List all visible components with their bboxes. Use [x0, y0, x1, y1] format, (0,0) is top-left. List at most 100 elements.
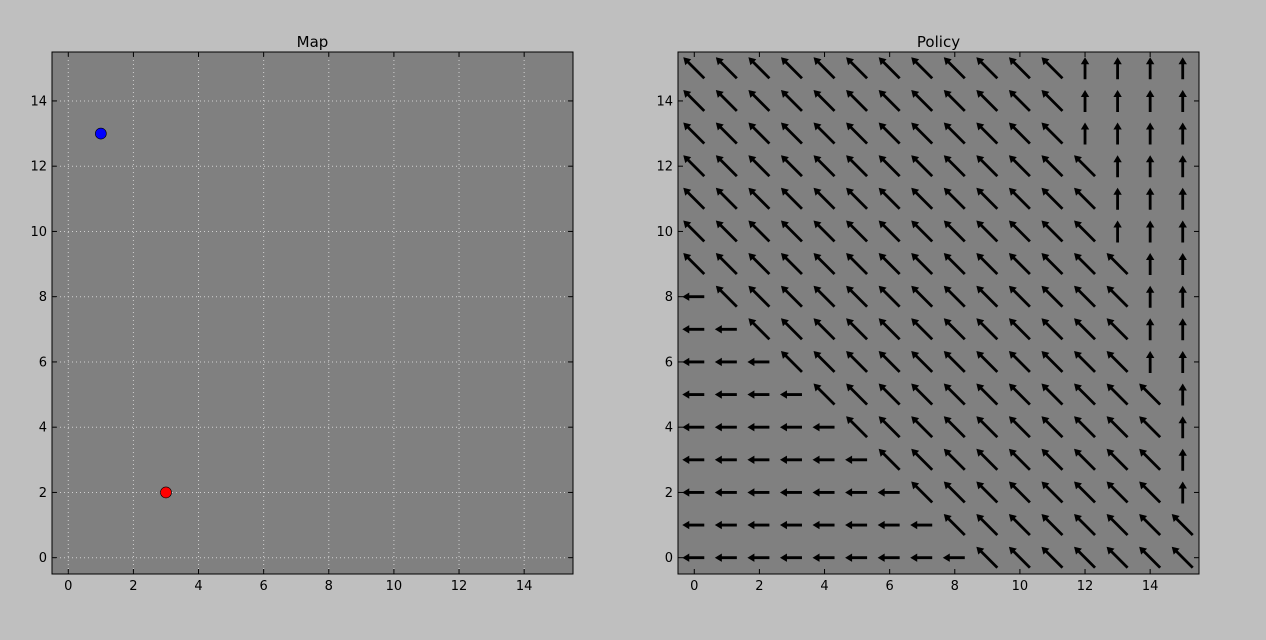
policy-arrow-up [1113, 122, 1122, 145]
policy-arrow-up-left [976, 187, 999, 210]
policy-arrow-up-left [1008, 448, 1031, 471]
policy-arrow-up [1178, 350, 1187, 373]
policy-arrow-left [845, 553, 868, 562]
policy-arrow-up [1178, 253, 1187, 276]
policy-arrow-left [812, 455, 835, 465]
policy-arrow-left [812, 520, 835, 530]
map-points [95, 127, 172, 499]
policy-arrow-up-left [813, 220, 836, 243]
policy-arrow-up-left [748, 187, 771, 210]
policy-arrow-up-left [1074, 514, 1097, 537]
map-ytick-label: 0 [39, 551, 47, 566]
policy-arrow-up-left [1041, 416, 1064, 439]
policy-arrow-up-left [846, 318, 869, 341]
policy-arrow-left [877, 520, 900, 530]
policy-arrow-up-left [878, 220, 901, 243]
policy-arrow-up-left [943, 481, 966, 504]
policy-arrow-up-left [683, 57, 706, 80]
policy-arrow-up-left [1106, 285, 1129, 308]
policy-arrow-up-left [943, 220, 966, 243]
policy-arrow-up-left [1074, 546, 1097, 569]
policy-arrow-up-left [878, 89, 901, 112]
policy-arrow-left [845, 520, 868, 530]
policy-arrow-up-left [846, 253, 869, 276]
policy-arrow-up-left [976, 448, 999, 471]
policy-arrow-up-left [1008, 383, 1031, 406]
map-xtick-label: 12 [451, 579, 468, 594]
policy-arrow-up-left [748, 122, 771, 145]
policy-arrow-up-left [1041, 57, 1064, 80]
policy-arrow-up-left [1008, 514, 1031, 537]
policy-arrow-left [682, 488, 705, 497]
policy-arrow-up-left [846, 220, 869, 243]
map-ytick-label: 10 [30, 225, 47, 240]
policy-arrow-up [1145, 155, 1155, 178]
policy-arrow-up-left [878, 350, 901, 373]
policy-arrow-left [682, 422, 705, 432]
policy-arrow-up-left [1171, 514, 1194, 537]
policy-arrow-left [714, 520, 737, 530]
map-axes-background [52, 52, 573, 574]
map-xtick-label: 8 [325, 579, 333, 594]
policy-arrow-up [1145, 285, 1155, 308]
policy-arrow-up [1178, 285, 1187, 308]
policy-arrow-up-left [1041, 481, 1064, 504]
policy-arrow-up-left [1106, 481, 1129, 504]
policy-arrow-up-left [748, 318, 771, 341]
policy-arrow-up-left [943, 448, 966, 471]
policy-arrow-up-left [748, 89, 771, 112]
map-ytick-label: 8 [39, 290, 47, 305]
policy-arrow-up-left [911, 89, 934, 112]
policy-arrow-up-left [846, 416, 869, 439]
map-ytick-label: 2 [39, 486, 47, 501]
policy-arrow-left [747, 488, 770, 497]
policy-arrow-up-left [943, 57, 966, 80]
policy-arrow-up-left [1041, 253, 1064, 276]
policy-arrow-up [1145, 318, 1155, 341]
policy-arrow-up [1178, 57, 1187, 80]
policy-arrow-up-left [1106, 253, 1129, 276]
policy-arrow-up-left [1041, 448, 1064, 471]
policy-ticks: 0 2 4 6 8 10 12 14 0 2 4 6 8 10 12 14 [656, 52, 1199, 594]
policy-arrow-up-left [911, 481, 934, 504]
policy-arrow-up-left [813, 89, 836, 112]
policy-xtick-label: 12 [1077, 579, 1094, 594]
policy-arrow-up-left [846, 285, 869, 308]
policy-arrow-left [714, 390, 737, 399]
policy-arrow-left [714, 455, 737, 465]
policy-arrow-up-left [976, 481, 999, 504]
policy-arrow-up-left [878, 253, 901, 276]
policy-arrow-up-left [780, 318, 803, 341]
policy-arrow-up-left [1008, 187, 1031, 210]
policy-arrow-up-left [943, 383, 966, 406]
policy-arrow-up-left [1041, 122, 1064, 145]
policy-arrow-up-left [748, 285, 771, 308]
policy-arrow-up-left [1041, 187, 1064, 210]
policy-arrow-up-left [976, 89, 999, 112]
policy-arrow-up [1178, 220, 1187, 243]
policy-arrow-left [714, 422, 737, 432]
policy-arrow-up [1145, 220, 1155, 243]
policy-arrow-up-left [846, 57, 869, 80]
policy-arrow-up-left [1041, 546, 1064, 569]
policy-arrow-up-left [683, 187, 706, 210]
policy-arrow-left [682, 390, 705, 399]
policy-ytick-label: 6 [665, 355, 673, 370]
policy-arrow-up-left [943, 350, 966, 373]
policy-ytick-label: 4 [665, 421, 673, 436]
policy-arrow-up-left [976, 416, 999, 439]
policy-arrow-up-left [1074, 285, 1097, 308]
policy-arrow-up-left [1074, 481, 1097, 504]
policy-arrow-up-left [1008, 350, 1031, 373]
policy-arrow-up-left [1106, 416, 1129, 439]
policy-arrow-up-left [976, 514, 999, 537]
policy-arrow-up [1145, 57, 1155, 80]
policy-arrow-up-left [1074, 416, 1097, 439]
policy-ytick-label: 2 [665, 486, 673, 501]
policy-arrow-left [812, 422, 835, 432]
policy-arrow-up [1145, 350, 1155, 373]
map-ytick-label: 12 [30, 160, 47, 175]
policy-arrow-left [910, 553, 933, 562]
map-xtick-label: 4 [194, 579, 202, 594]
